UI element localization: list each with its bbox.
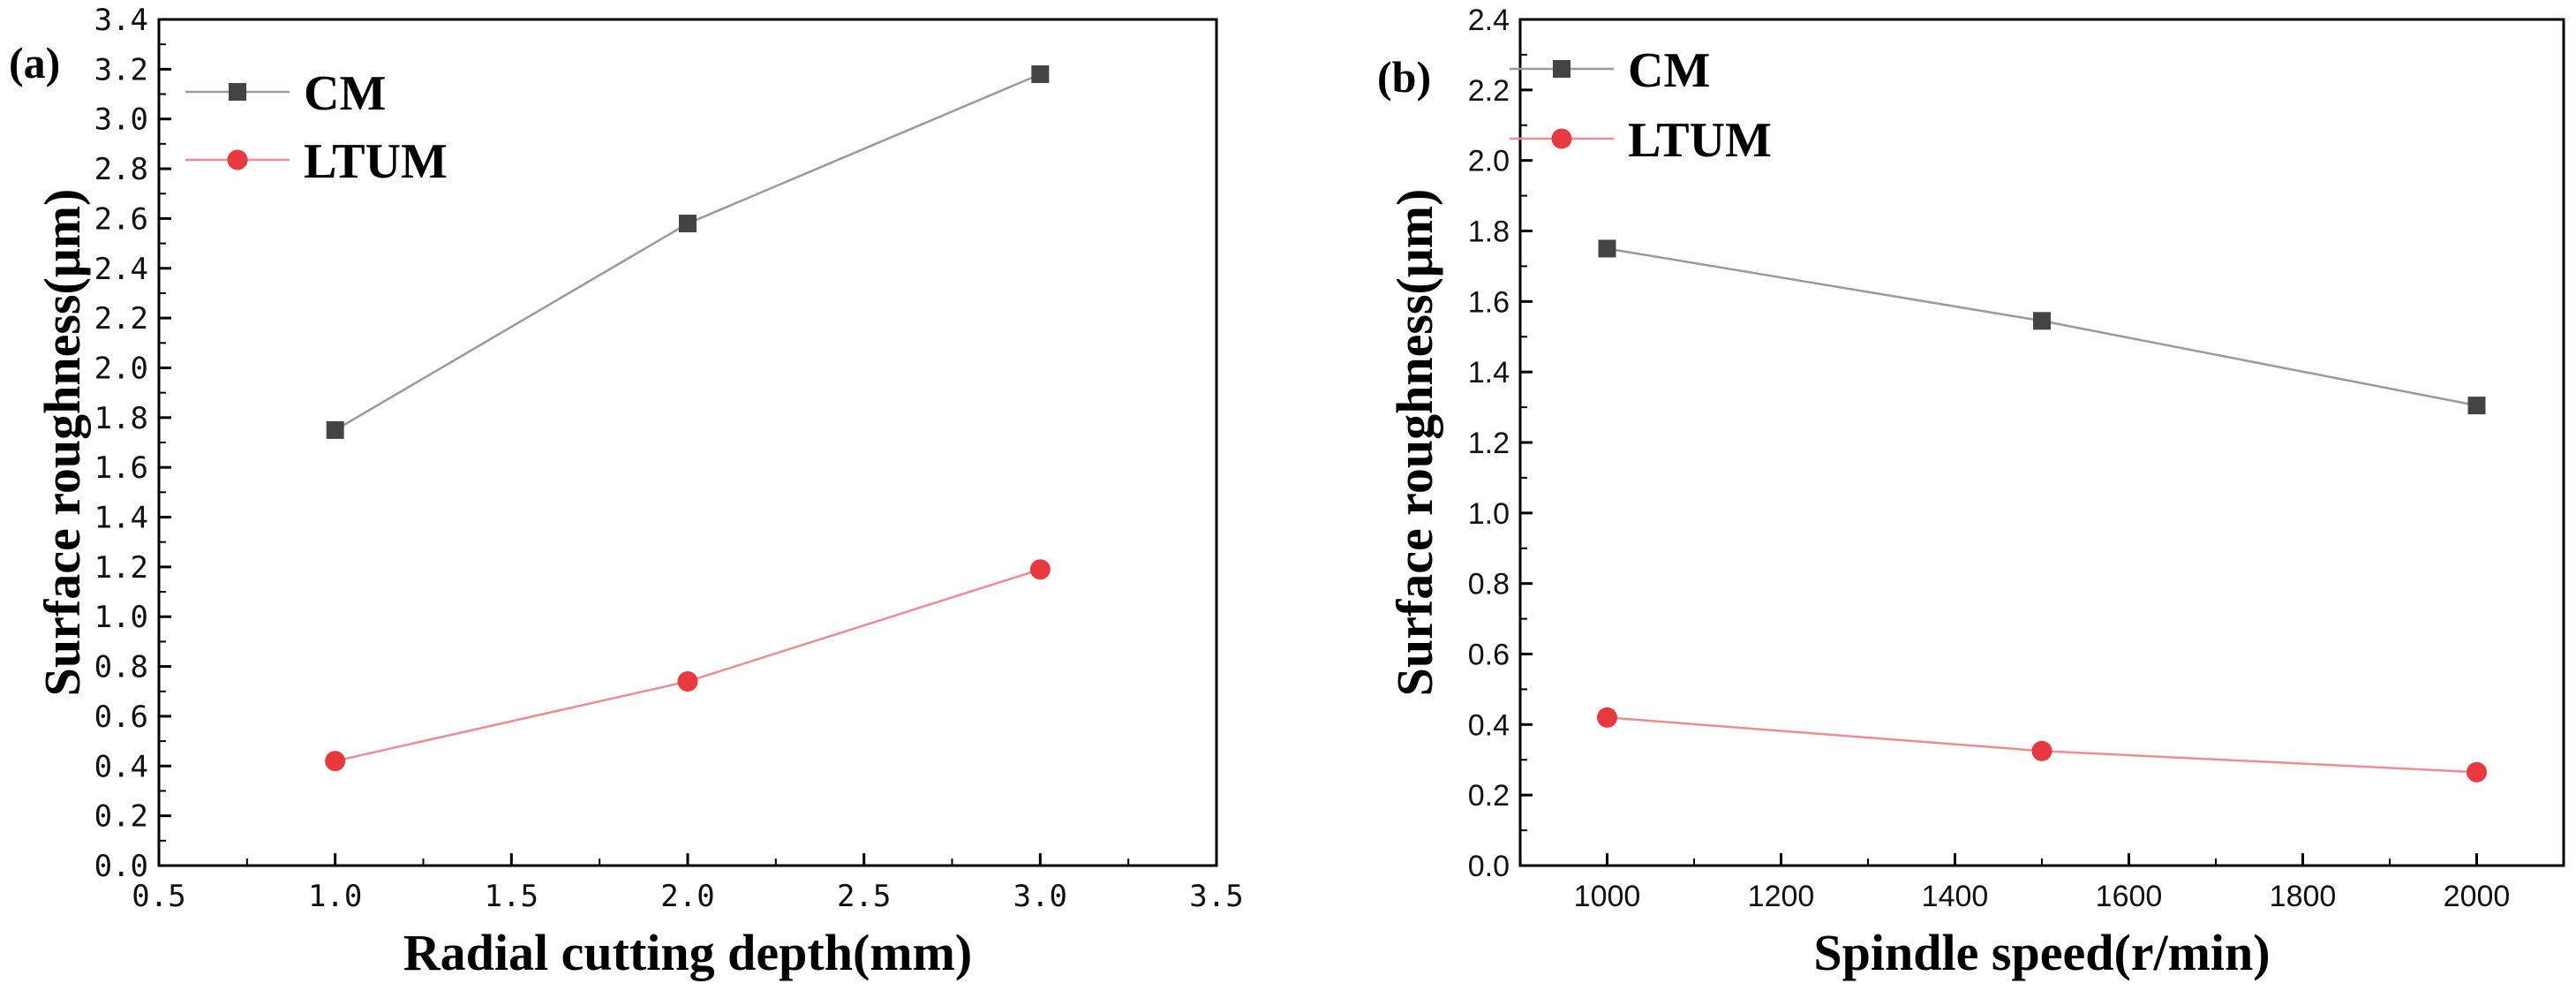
y-tick-label: 1.0 xyxy=(1468,497,1510,531)
data-point-ltum xyxy=(1597,707,1617,728)
y-tick-label: 0.2 xyxy=(1468,779,1510,813)
legend-label-ltum: LTUM xyxy=(1628,113,1772,168)
y-tick-label: 1.0 xyxy=(94,600,148,635)
y-tick-label: 2.2 xyxy=(94,301,148,337)
legend-label-ltum: LTUM xyxy=(304,134,448,189)
x-axis-label: Radial cutting depth(mm) xyxy=(403,924,972,981)
data-point-cm xyxy=(1598,239,1616,258)
x-tick-label: 1000 xyxy=(1574,880,1641,913)
data-point-cm xyxy=(2467,397,2486,415)
x-tick-label: 2.0 xyxy=(660,879,714,914)
data-point-ltum xyxy=(2467,761,2487,783)
legend-label-cm: CM xyxy=(304,66,386,121)
series-line-ltum xyxy=(335,568,1041,762)
x-axis-label: Spindle speed(r/min) xyxy=(1813,924,2270,981)
y-tick-label: 2.4 xyxy=(1468,4,1510,37)
y-tick-label: 2.0 xyxy=(1468,145,1510,178)
x-tick-label: 3.0 xyxy=(1013,879,1067,914)
data-point-cm xyxy=(326,420,344,439)
data-point-ltum xyxy=(1029,559,1051,580)
y-tick-label: 0.8 xyxy=(94,650,148,685)
y-tick-label: 3.0 xyxy=(94,102,148,138)
y-tick-label: 2.4 xyxy=(94,252,148,287)
y-tick-label: 1.4 xyxy=(94,501,148,536)
x-tick-label: 1600 xyxy=(2096,880,2163,913)
x-tick-label: 1800 xyxy=(2270,880,2337,913)
y-tick-label: 0.0 xyxy=(1468,850,1510,883)
y-tick-label: 3.4 xyxy=(94,3,148,38)
legend-marker-cm xyxy=(1553,60,1570,78)
y-tick-label: 0.6 xyxy=(1468,639,1510,672)
legend-label-cm: CM xyxy=(1628,43,1710,98)
panel-label: (b) xyxy=(1377,52,1431,102)
y-tick-label: 1.2 xyxy=(94,550,148,586)
y-axis-label: Surface roughness(μm) xyxy=(1386,189,1443,697)
data-point-ltum xyxy=(2031,740,2053,761)
y-tick-label: 1.6 xyxy=(94,450,148,486)
x-tick-label: 1.5 xyxy=(485,879,539,914)
y-tick-label: 3.2 xyxy=(94,52,148,87)
panel-a: 0.0 0.2 0.4 0.6 0.8 1.0 1.2 1.4 1.6 1.8 2.0 2.2 2.4 2… xyxy=(9,3,1244,981)
y-tick-label: 2.2 xyxy=(1468,74,1510,108)
x-tick-label: 2000 xyxy=(2444,880,2511,913)
y-tick-label: 1.6 xyxy=(1468,285,1510,319)
y-tick-label: 0.0 xyxy=(94,849,148,884)
y-tick-label: 1.8 xyxy=(1468,216,1510,249)
y-tick-label: 2.6 xyxy=(94,201,148,237)
data-point-ltum xyxy=(677,670,698,692)
legend-marker-cm xyxy=(229,83,246,101)
y-axis-label: Surface roughness(μm) xyxy=(34,189,91,697)
panel-b: 0.0 0.2 0.4 0.6 0.8 1.0 1.2 1.4 1.6 1.8 2.0 2.2 2.4 1… xyxy=(1377,4,2565,981)
x-tick-label: 1400 xyxy=(1922,880,1989,913)
y-tick-label: 1.4 xyxy=(1468,356,1510,390)
y-tick-label: 0.8 xyxy=(1468,568,1510,601)
y-tick-label: 0.4 xyxy=(94,749,148,784)
y-tick-label: 0.2 xyxy=(94,799,148,835)
x-tick-label: 1.0 xyxy=(308,879,362,914)
data-point-ltum xyxy=(325,751,346,772)
panel-label: (a) xyxy=(9,38,60,87)
x-tick-label: 2.5 xyxy=(837,879,891,914)
y-tick-label: 2.0 xyxy=(94,351,148,386)
y-tick-label: 1.8 xyxy=(94,401,148,436)
y-tick-label: 0.6 xyxy=(94,700,148,735)
series-line-cm xyxy=(335,72,1041,431)
y-tick-label: 0.4 xyxy=(1468,708,1510,742)
legend-marker-ltum xyxy=(1551,128,1572,149)
x-tick-label: 1200 xyxy=(1748,880,1815,913)
y-tick-label: 2.8 xyxy=(94,152,148,187)
x-tick-label: 3.5 xyxy=(1189,879,1243,914)
data-point-cm xyxy=(1031,64,1050,83)
legend-marker-ltum xyxy=(227,149,248,170)
x-tick-label: 0.5 xyxy=(132,879,185,914)
data-point-cm xyxy=(679,215,697,233)
data-point-cm xyxy=(2033,312,2051,330)
y-tick-label: 1.2 xyxy=(1468,427,1510,460)
